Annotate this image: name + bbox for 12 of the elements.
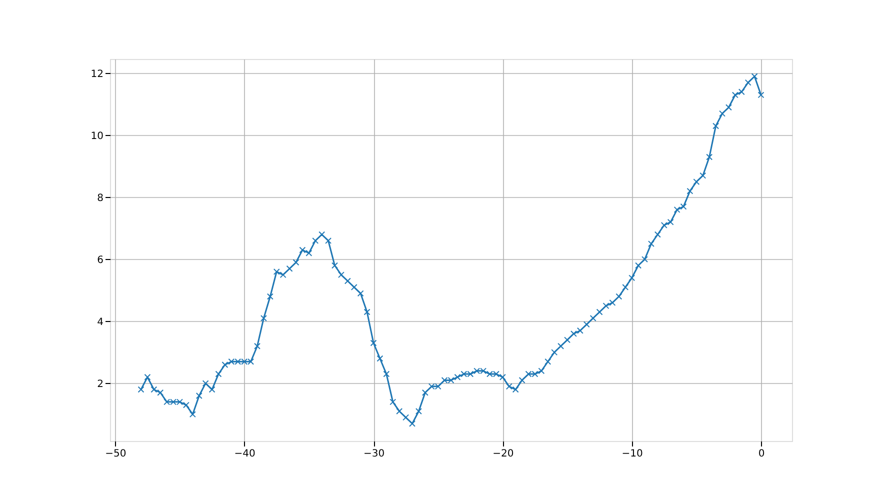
y-tick-label: 12 bbox=[90, 68, 104, 80]
x-tick-label: −50 bbox=[105, 448, 126, 460]
y-tick-label: 6 bbox=[97, 254, 104, 266]
y-tick-label: 2 bbox=[97, 378, 104, 390]
x-tick-label: 0 bbox=[758, 448, 765, 460]
y-tick-label: 10 bbox=[90, 130, 104, 142]
x-tick-label: −20 bbox=[492, 448, 514, 460]
x-tick-label: −40 bbox=[234, 448, 256, 460]
x-tick-label: −30 bbox=[363, 448, 385, 460]
y-tick-label: 8 bbox=[97, 192, 104, 204]
y-tick-label: 4 bbox=[97, 316, 104, 328]
x-tick-label: −10 bbox=[622, 448, 643, 460]
